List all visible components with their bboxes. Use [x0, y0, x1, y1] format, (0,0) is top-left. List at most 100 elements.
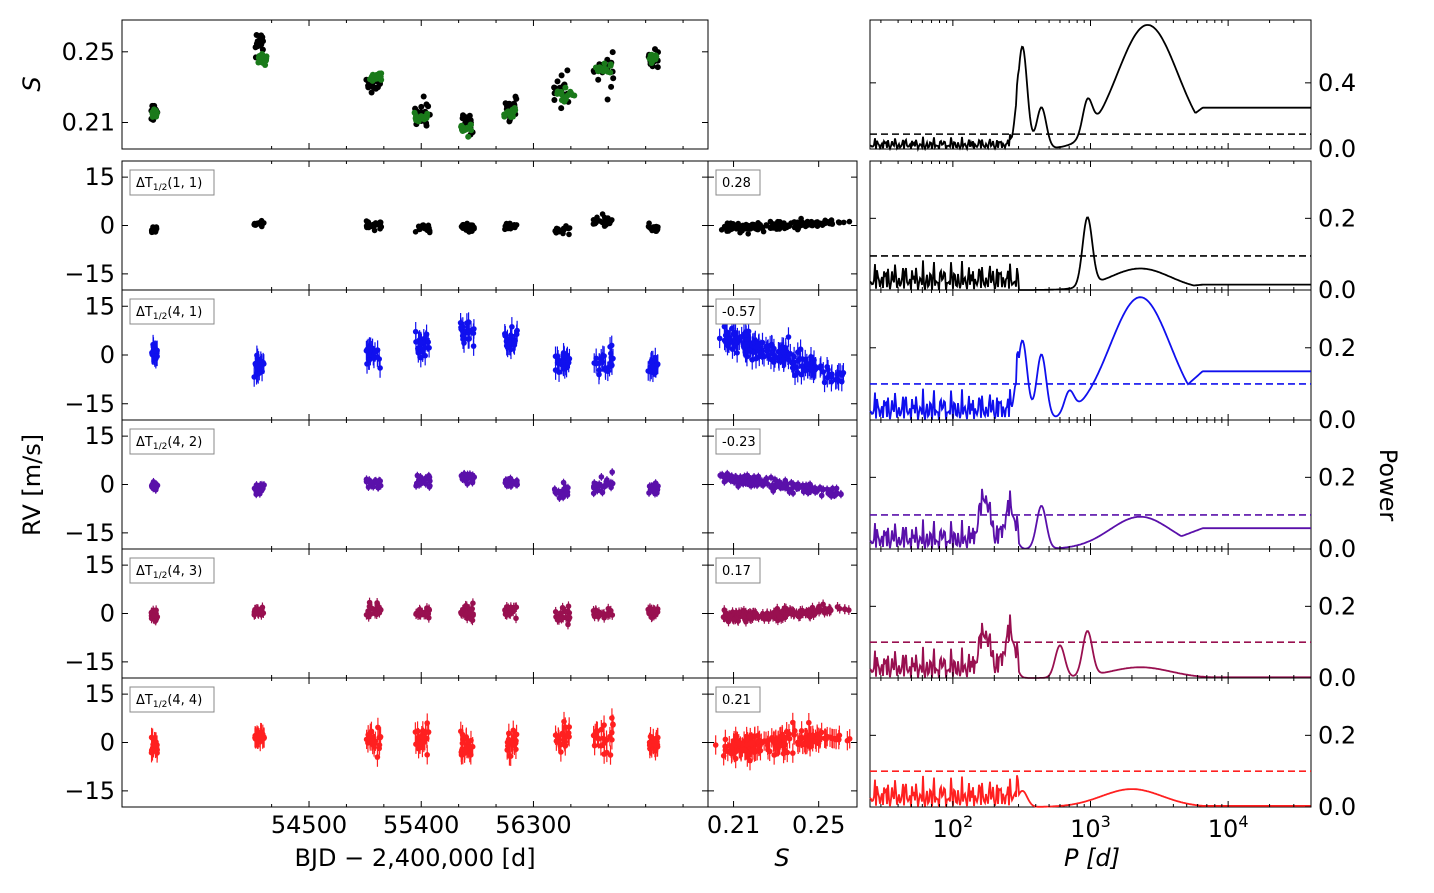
- s-point: [368, 89, 375, 96]
- rv-point: [608, 359, 614, 366]
- rv-vs-s-point: [730, 741, 737, 748]
- rv-y-ticklabel: −15: [64, 260, 115, 288]
- rv-vs-s-point: [712, 742, 719, 748]
- rv-point: [595, 736, 602, 742]
- rv-point: [654, 362, 660, 369]
- rv-point: [552, 227, 559, 234]
- rv-series: [148, 708, 661, 767]
- rv-point: [464, 481, 471, 487]
- y-label-power: Power: [1374, 449, 1402, 522]
- s-point: [466, 125, 473, 131]
- rv-vs-s-point: [786, 735, 793, 742]
- rv-vs-s-point: [832, 377, 839, 383]
- rv-point: [259, 485, 266, 492]
- s-periodogram-frame: [869, 19, 1312, 150]
- s-point: [255, 59, 262, 66]
- rv-point: [257, 221, 264, 227]
- rv-vs-s-point: [816, 603, 822, 610]
- rv-point: [559, 492, 565, 499]
- rv-point: [463, 603, 470, 609]
- rv-vs-s-point: [766, 748, 773, 755]
- rv-vs-s-point: [725, 748, 731, 755]
- rv-point: [426, 474, 433, 481]
- rv-point: [426, 484, 433, 490]
- rv-vs-s-point: [794, 369, 801, 376]
- rv-point: [561, 718, 567, 725]
- rv-vs-s-point: [749, 357, 755, 363]
- s-point: [558, 72, 565, 79]
- rv-vs-s-point: [724, 329, 730, 336]
- s-point: [654, 64, 661, 71]
- rv-y-ticklabel: 15: [84, 551, 115, 579]
- rv-point: [413, 741, 419, 747]
- rv-vs-s-point: [773, 222, 779, 228]
- s-point: [564, 67, 571, 74]
- rv-point: [424, 224, 430, 231]
- rv-point: [153, 607, 159, 613]
- rv-vs-s-point: [794, 739, 801, 746]
- rv-point: [513, 331, 520, 338]
- rv-point: [468, 606, 474, 613]
- rv-point: [508, 332, 514, 339]
- rv-point: [603, 222, 609, 228]
- rv-periodogram-frame: [869, 677, 1312, 808]
- rv-vs-s-point: [767, 225, 774, 231]
- rv-point: [594, 728, 601, 735]
- rv-vs-s-point: [725, 225, 731, 232]
- rv-point: [651, 607, 658, 613]
- rv-point: [565, 603, 572, 609]
- rv-vs-s-point: [716, 335, 723, 342]
- rv-vs-s-point: [808, 219, 814, 225]
- rv-vs-s-series: [717, 469, 844, 500]
- x-label-period: P [d]: [1064, 844, 1120, 872]
- rv-point: [504, 747, 511, 753]
- rv-point: [417, 474, 424, 480]
- rv-point: [560, 479, 567, 486]
- legend-label: ΔT1/2(1, 1): [136, 176, 202, 193]
- rv-vs-s-point: [718, 227, 725, 233]
- rv-point: [509, 324, 515, 330]
- rv-vs-s-point: [733, 224, 740, 230]
- s-point: [418, 103, 425, 110]
- rv-point: [590, 608, 597, 614]
- panel-legend: ΔT1/2(4, 2): [129, 428, 215, 455]
- rv-point: [511, 742, 518, 749]
- rv-point: [150, 344, 157, 350]
- rv-point: [366, 599, 373, 606]
- rv-vs-s-point: [833, 489, 840, 496]
- rv-vs-s-point: [838, 491, 844, 498]
- rv-point: [599, 211, 606, 217]
- rv-vs-s-point: [788, 220, 794, 226]
- s-point: [258, 41, 265, 48]
- rv-vs-s-point: [806, 719, 812, 726]
- correlation-value: 0.28: [722, 176, 751, 191]
- rv-y-ticklabel: 0: [100, 471, 115, 499]
- correlation-box: [715, 428, 761, 455]
- rv-y-ticklabel: 0: [100, 600, 115, 628]
- rv-point: [366, 357, 372, 364]
- s-point: [415, 115, 421, 121]
- rv-point: [503, 612, 510, 618]
- rv-point: [652, 483, 659, 490]
- rv-point: [419, 609, 426, 616]
- s-point: [558, 105, 565, 112]
- s-point: [568, 90, 574, 96]
- rv-point: [607, 733, 613, 740]
- rv-point: [609, 217, 615, 223]
- periodogram-line: [869, 296, 1311, 421]
- rv-point: [598, 488, 605, 495]
- correlation-value: -0.23: [722, 435, 756, 450]
- rv-vs-s-point: [794, 220, 800, 226]
- periodogram-line: [869, 614, 1311, 679]
- periodogram-line: [869, 24, 1311, 153]
- rv-vs-s-point: [722, 736, 729, 743]
- rv-point: [377, 482, 384, 489]
- rv-vs-s-point: [729, 325, 735, 332]
- rv-point: [604, 481, 610, 487]
- rv-point: [563, 223, 569, 229]
- rv-point: [458, 324, 464, 331]
- rv-vs-s-point: [726, 613, 733, 619]
- rv-vs-s-point: [730, 221, 736, 227]
- rv-point: [601, 615, 607, 621]
- rv-series: [149, 312, 661, 387]
